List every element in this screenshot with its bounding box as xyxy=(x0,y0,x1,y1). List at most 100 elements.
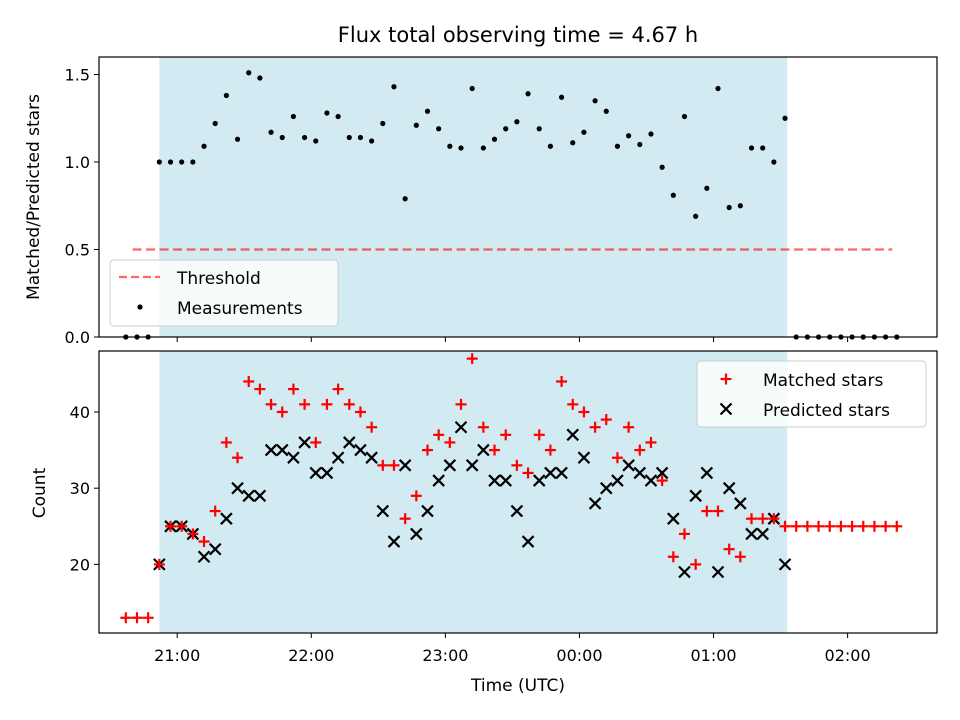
matched-star-point xyxy=(746,513,758,525)
predicted-star-point xyxy=(655,466,669,480)
matched-star-point xyxy=(276,406,288,418)
matched-star-point xyxy=(198,536,210,548)
matched-star-point xyxy=(857,520,869,532)
predicted-star-point xyxy=(398,459,412,472)
predicted-star-point xyxy=(667,512,680,525)
measurement-point xyxy=(514,119,520,125)
predicted-star-point xyxy=(734,497,747,510)
matched-star-point xyxy=(332,383,344,395)
matched-star-point xyxy=(645,436,657,448)
measurement-point xyxy=(447,143,453,149)
matched-star-point xyxy=(611,452,623,464)
measurement-point xyxy=(491,136,498,142)
measurement-point xyxy=(726,204,732,211)
measurement-point xyxy=(626,133,632,139)
predicted-star-point xyxy=(387,535,401,548)
matched-star-point xyxy=(567,398,579,410)
measurement-point xyxy=(391,84,397,90)
matched-star-point xyxy=(399,513,411,525)
legend-threshold-label: Threshold xyxy=(176,269,261,289)
top-legend-box xyxy=(109,259,339,327)
matched-star-point xyxy=(466,353,478,365)
matched-star-point xyxy=(868,520,880,532)
measurement-point xyxy=(480,145,486,151)
measurement-point xyxy=(503,126,509,132)
predicted-star-point xyxy=(443,459,457,472)
measurement-point xyxy=(335,113,341,120)
predicted-star-point xyxy=(488,474,501,487)
measurement-point xyxy=(603,108,609,114)
matched-star-point xyxy=(142,612,154,624)
predicted-star-point xyxy=(343,436,356,449)
matched-star-point xyxy=(556,375,568,387)
matched-star-point xyxy=(209,505,221,517)
measurement-point xyxy=(424,108,431,114)
predicted-star-point xyxy=(410,527,423,541)
matched-star-point xyxy=(489,444,501,456)
matched-star-point xyxy=(667,551,679,563)
legend-matched-label: Matched stars xyxy=(763,371,883,391)
measurement-point xyxy=(402,196,408,202)
matched-star-point xyxy=(433,429,445,441)
matched-star-point xyxy=(634,444,646,456)
predicted-star-point xyxy=(287,451,300,464)
top-y-tick-label: 0.5 xyxy=(65,241,90,260)
predicted-star-point xyxy=(320,466,334,480)
predicted-star-point xyxy=(555,466,568,480)
matched-star-point xyxy=(723,543,735,555)
predicted-star-point xyxy=(745,527,758,541)
measurement-point xyxy=(201,143,207,149)
predicted-star-point xyxy=(722,481,736,495)
matched-star-point xyxy=(421,444,433,456)
measurement-point xyxy=(659,164,665,170)
matched-star-point xyxy=(880,520,892,532)
measurement-point xyxy=(737,203,743,209)
matched-star-point xyxy=(891,520,903,532)
matched-star-point xyxy=(366,421,378,433)
measurement-point xyxy=(156,159,162,165)
bottom-legend-box xyxy=(696,360,927,428)
predicted-star-point xyxy=(700,466,714,480)
matched-star-point xyxy=(623,421,635,433)
matched-star-point xyxy=(388,459,400,471)
measurement-point xyxy=(592,98,598,104)
matched-star-point xyxy=(600,414,612,426)
predicted-star-point xyxy=(510,504,524,518)
legend-x-marker xyxy=(719,402,733,416)
bottom-y-tick-label: 40 xyxy=(70,403,90,422)
bottom-legend: Matched stars Predicted stars xyxy=(696,360,927,428)
bottom-y-tick-label: 30 xyxy=(70,479,90,498)
predicted-star-point xyxy=(275,443,289,457)
measurement-point xyxy=(369,138,375,144)
x-tick-label: 21:00 xyxy=(154,646,200,665)
x-tick-label: 22:00 xyxy=(288,646,334,665)
measurement-point xyxy=(313,138,319,144)
predicted-star-point xyxy=(432,474,445,487)
measurement-point xyxy=(469,85,475,92)
predicted-star-point xyxy=(622,459,635,472)
measurement-point xyxy=(246,70,252,76)
measurement-point xyxy=(324,110,330,116)
predicted-star-point xyxy=(588,497,602,510)
matched-star-point xyxy=(533,429,545,441)
measurement-point xyxy=(614,143,621,149)
measurement-point xyxy=(223,92,229,99)
measurement-point xyxy=(234,136,241,142)
matched-star-point xyxy=(287,383,299,395)
matched-star-point xyxy=(120,612,132,624)
bottom-panel: 20 30 40 21:00 22:00 23:00 00:00 01:00 02:00 xyxy=(70,350,938,665)
top-axes-frame xyxy=(98,56,938,338)
matched-star-point xyxy=(220,436,232,448)
predicted-star-point xyxy=(532,474,546,487)
measurement-point xyxy=(346,134,352,141)
predicted-star-point xyxy=(220,512,233,525)
measurement-point xyxy=(413,122,419,128)
predicted-star-point xyxy=(778,558,792,571)
measurement-point xyxy=(670,192,676,198)
legend-measurements-label: Measurements xyxy=(177,299,303,319)
matched-star-point xyxy=(299,398,311,410)
measurement-point xyxy=(558,94,565,100)
predicted-star-point xyxy=(577,451,591,464)
measurement-point xyxy=(190,159,196,165)
